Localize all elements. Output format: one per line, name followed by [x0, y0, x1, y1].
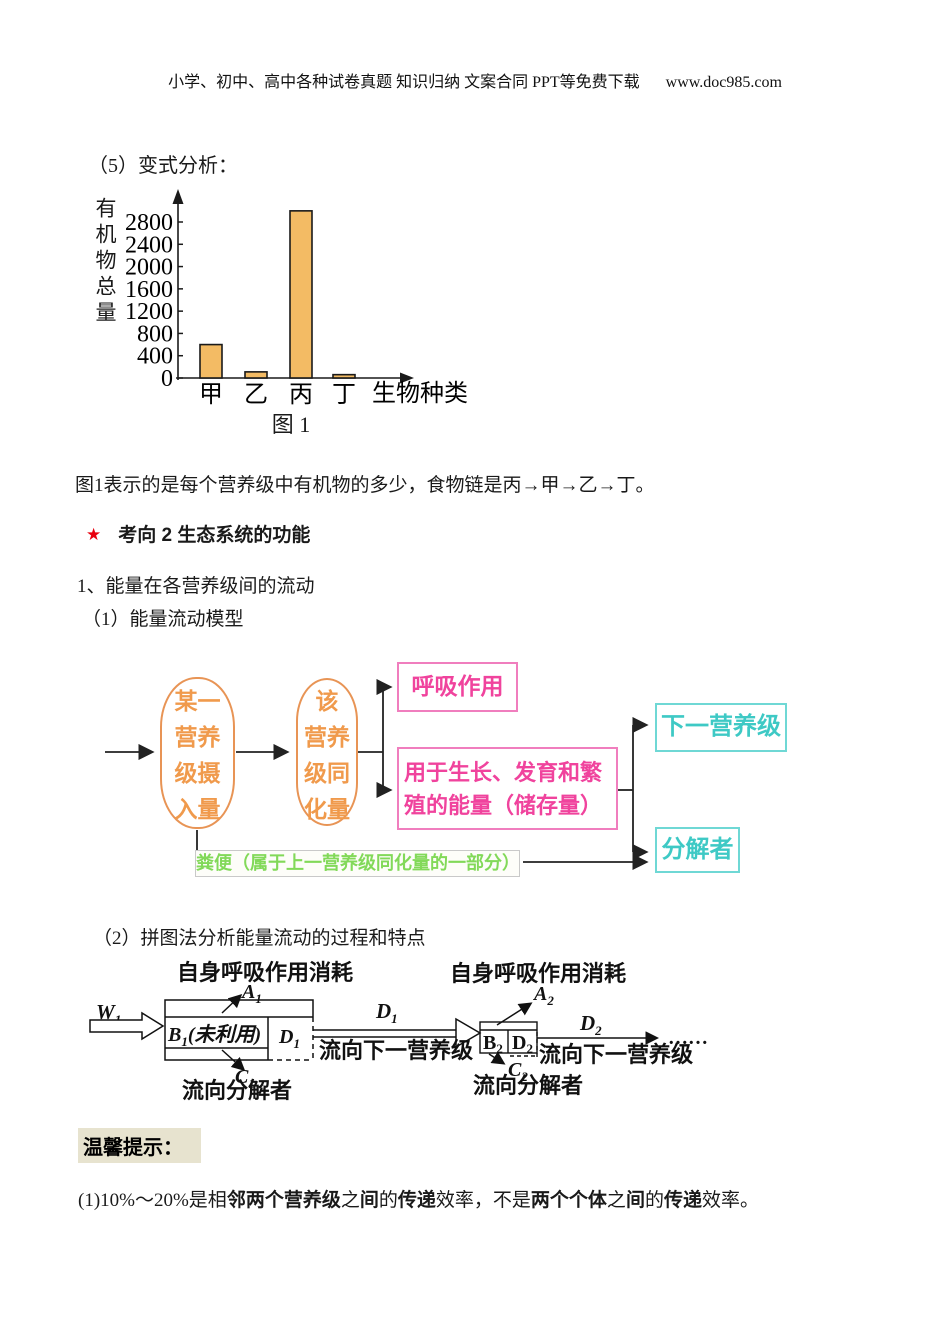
- b1-unused-label: B1(未利用): [167, 1023, 261, 1049]
- tip-text-segment: 效率，不是: [435, 1190, 531, 1211]
- c1-label: C1: [235, 1066, 255, 1091]
- tip-text-segment: 之: [606, 1190, 626, 1211]
- tip-text-segment: 邻两个营养级: [226, 1190, 341, 1211]
- b2-label: B2: [483, 1032, 503, 1056]
- a2-label: A2: [532, 983, 554, 1008]
- node-respiration: 呼吸作用: [397, 662, 518, 712]
- variant-analysis-label: （5）变式分析：: [88, 155, 238, 177]
- c2-arrow: [488, 1051, 506, 1065]
- x-category-labels: 甲乙丙丁: [199, 382, 356, 408]
- svg-text:丁: 丁: [332, 382, 356, 408]
- x-axis-arrow: [400, 372, 414, 384]
- node-feces-note: 粪便（属于上一营养级同化量的一部分）: [195, 850, 520, 877]
- focus-title: 考向 2 生态系统的功能: [118, 525, 311, 546]
- puzzle-energy-diagram: 自身呼吸作用消耗 自身呼吸作用消耗 W1 B1(未利用) D1 A1 C1 流向…: [89, 960, 708, 1103]
- star-icon: ★: [86, 525, 102, 544]
- flow-lines: [105, 678, 649, 871]
- d2-arrow-label: D2: [579, 1011, 602, 1038]
- tip-text-segment: (1)10%～20%是相: [78, 1190, 227, 1211]
- node-intake-amount: 某一 营养 级摄 入量: [160, 677, 235, 829]
- list-item-1-2: （2）拼图法分析能量流动的过程和特点: [93, 928, 426, 949]
- d1-transfer-arrow: [313, 1017, 482, 1049]
- node-assimilation-amount: 该 营养 级同 化量: [296, 678, 358, 826]
- svg-text:1200: 1200: [125, 299, 173, 325]
- a1-label: A1: [240, 981, 262, 1006]
- list-item-1-1: （1）能量流动模型: [82, 609, 244, 630]
- tip-text-segment: 之: [340, 1190, 360, 1211]
- svg-text:0: 0: [161, 366, 173, 392]
- node-growth-energy: 用于生长、发育和繁殖的能量（储存量）: [397, 747, 618, 830]
- header-text: 小学、初中、高中各种试卷真题 知识归纳 文案合同 PPT等免费下载: [168, 74, 640, 91]
- c1-arrow: [221, 1049, 246, 1072]
- d1-arrow-label: D1: [375, 999, 398, 1026]
- respiration-consumption-label-1: 自身呼吸作用消耗: [177, 960, 353, 985]
- bar-chart: 040080012001600200024002800 甲乙丙丁 生物种类: [125, 189, 468, 408]
- page-header: 小学、初中、高中各种试卷真题 知识归纳 文案合同 PPT等免费下载 www.doc…: [0, 68, 950, 92]
- header-url: www.doc985.com: [665, 74, 782, 91]
- to-next-level-label-1: 流向下一营养级: [319, 1038, 473, 1063]
- svg-text:2800: 2800: [125, 210, 173, 236]
- node-next-trophic-level: 下一营养级: [655, 703, 787, 752]
- list-item-1: 1、能量在各营养级间的流动: [77, 576, 315, 597]
- svg-text:2400: 2400: [125, 232, 173, 258]
- chart-bars: [199, 210, 356, 379]
- tip-text-segment: 间: [359, 1190, 379, 1211]
- svg-text:丙: 丙: [289, 382, 313, 408]
- tip-text-segment: 的: [644, 1190, 664, 1211]
- input-block-arrow: [89, 1011, 165, 1041]
- svg-text:400: 400: [137, 344, 173, 370]
- tip-text-segment: 传递: [663, 1190, 702, 1211]
- tip-text-segment: 的: [378, 1190, 398, 1211]
- tip-item-1: (1)10%～20%是相邻两个营养级之间的传递效率，不是两个个体之间的传递效率。: [78, 1185, 759, 1212]
- a1-arrow: [221, 993, 243, 1014]
- to-next-level-label-2: 流向下一营养级: [539, 1042, 693, 1067]
- svg-text:2000: 2000: [125, 255, 173, 281]
- focus-heading: ★ 考向 2 生态系统的功能: [86, 520, 310, 547]
- tip-text-segment: 效率。: [701, 1190, 759, 1211]
- trophic-box-1: [164, 999, 314, 1061]
- respiration-consumption-label-2: 自身呼吸作用消耗: [450, 961, 626, 986]
- svg-text:800: 800: [137, 321, 173, 347]
- tip-text-segment: 传递: [397, 1190, 436, 1211]
- to-decomposer-label-2: 流向分解者: [473, 1073, 583, 1098]
- y-axis-title: 有机物总量: [93, 197, 117, 327]
- figure-description: 图1表示的是每个营养级中有机物的多少，食物链是丙→甲→乙→丁。: [75, 475, 655, 496]
- ellipsis-label: ……: [668, 1027, 708, 1049]
- tip-text-segment: 两个个体: [530, 1190, 607, 1211]
- energy-flow-connectors: [105, 678, 649, 871]
- tip-text-segment: 间: [625, 1190, 645, 1211]
- svg-text:1600: 1600: [125, 277, 173, 303]
- y-axis-arrow: [172, 189, 184, 204]
- figure-caption: 图 1: [271, 412, 311, 437]
- to-decomposer-label-1: 流向分解者: [182, 1078, 292, 1103]
- d2-cell-label: D2: [512, 1032, 533, 1056]
- x-axis-label: 生物种类: [372, 380, 468, 407]
- c2-label: C2: [508, 1059, 528, 1084]
- tips-heading: 温馨提示：: [78, 1128, 201, 1163]
- svg-text:乙: 乙: [244, 382, 268, 408]
- d1-cell-label: D1: [278, 1026, 300, 1051]
- svg-text:甲: 甲: [199, 382, 223, 408]
- a2-arrow: [496, 1002, 533, 1026]
- node-decomposer: 分解者: [655, 827, 740, 873]
